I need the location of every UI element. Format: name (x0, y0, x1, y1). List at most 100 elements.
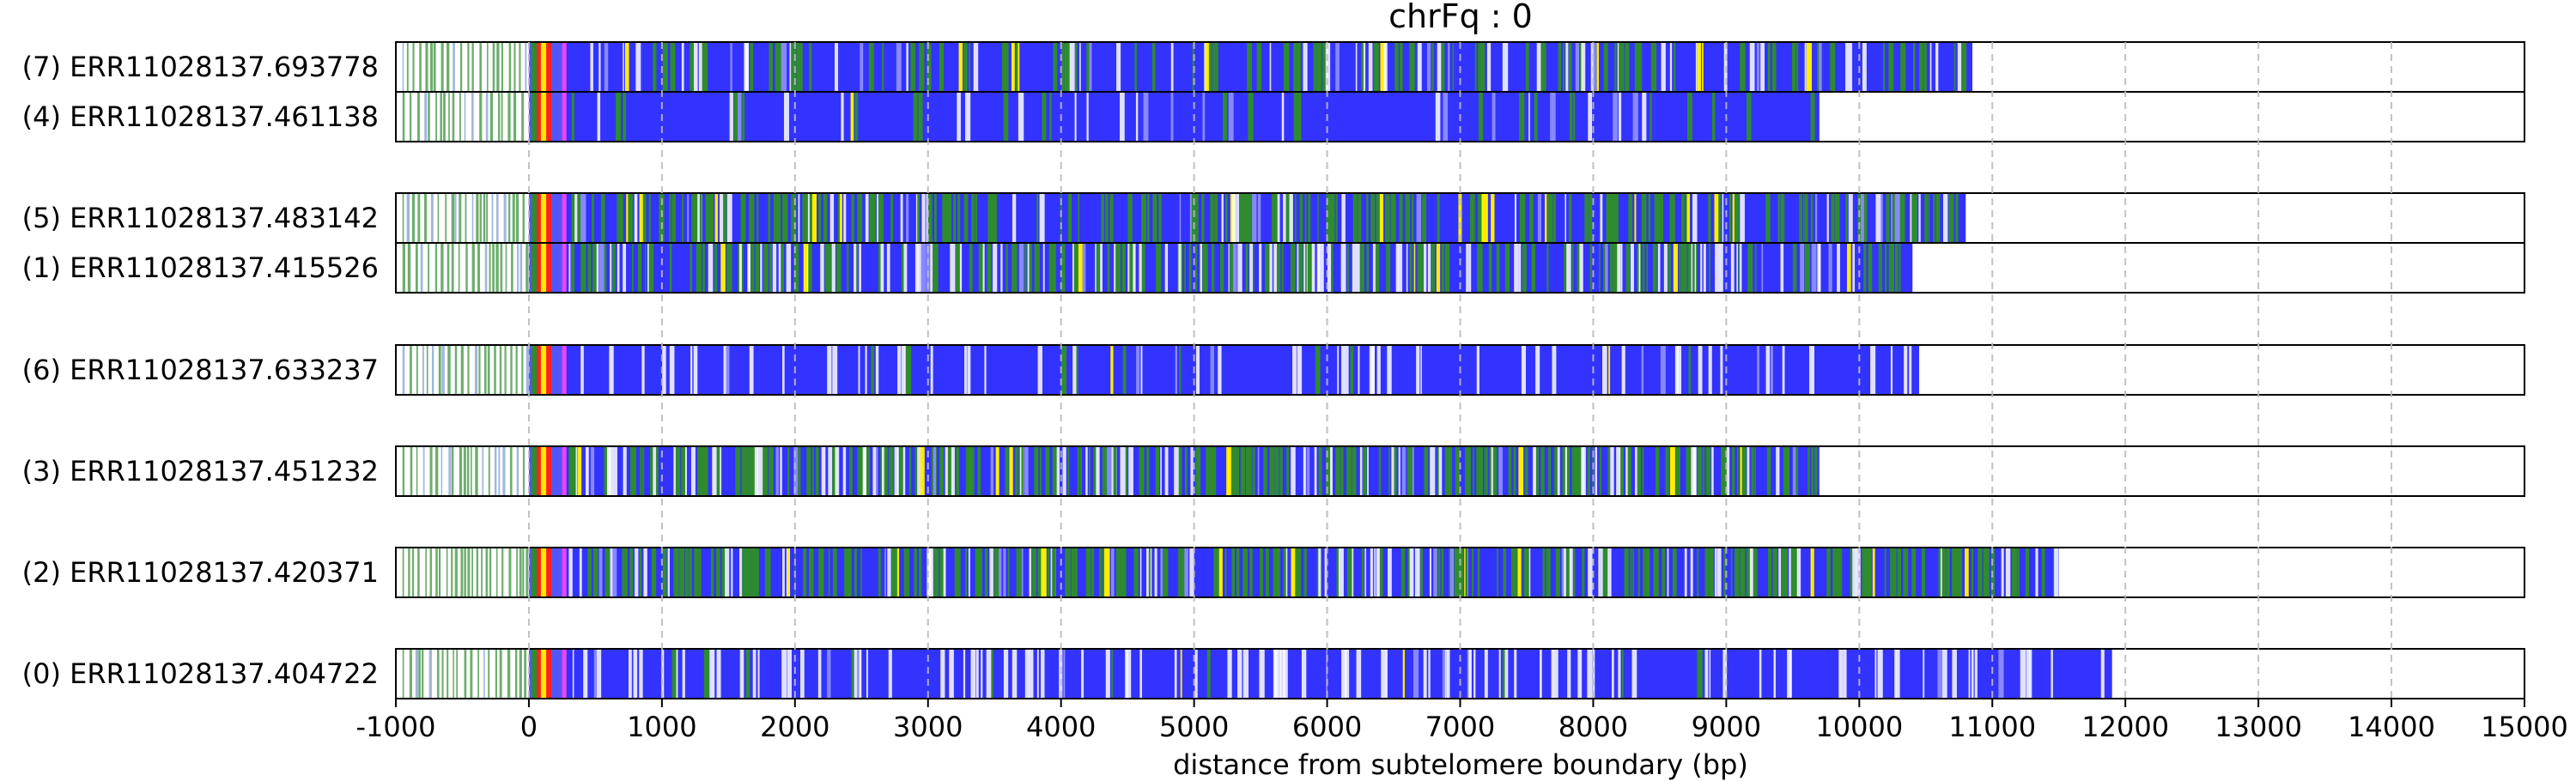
subtelomere-variant-line (517, 243, 519, 293)
read-label: (7) ERR11028137.693778 (22, 51, 379, 83)
repeat-variant-stripe (1759, 649, 1762, 699)
repeat-variant-stripe (1563, 42, 1565, 92)
repeat-variant-stripe (1535, 345, 1540, 395)
repeat-variant-stripe (1650, 42, 1657, 92)
repeat-variant-stripe (1363, 446, 1367, 496)
repeat-variant-stripe (1613, 193, 1619, 243)
repeat-variant-stripe (1441, 548, 1444, 597)
repeat-variant-stripe (574, 193, 578, 243)
subtelomere-variant-line (447, 649, 449, 699)
repeat-variant-stripe (1257, 446, 1260, 496)
repeat-variant-stripe (1547, 446, 1551, 496)
repeat-variant-stripe (901, 243, 905, 293)
repeat-variant-stripe (612, 243, 616, 293)
repeat-variant-stripe (1218, 345, 1222, 395)
repeat-variant-stripe (1444, 243, 1450, 293)
repeat-variant-stripe (1014, 243, 1017, 293)
repeat-variant-stripe (1611, 193, 1617, 243)
repeat-variant-stripe (2029, 649, 2032, 699)
repeat-variant-stripe (851, 193, 854, 243)
repeat-variant-stripe (1528, 92, 1530, 142)
repeat-variant-stripe (1726, 446, 1730, 496)
subtelomere-variant-line (410, 446, 413, 496)
repeat-variant-stripe (1034, 243, 1040, 293)
repeat-variant-stripe (865, 193, 869, 243)
repeat-variant-stripe (1875, 193, 1881, 243)
repeat-variant-stripe (1053, 42, 1058, 92)
repeat-variant-stripe (1274, 649, 1278, 699)
repeat-variant-stripe (1521, 345, 1527, 395)
repeat-variant-stripe (772, 243, 777, 293)
repeat-variant-stripe (1596, 42, 1600, 92)
repeat-variant-stripe (866, 649, 868, 699)
repeat-variant-stripe (894, 446, 899, 496)
repeat-variant-stripe (898, 446, 903, 496)
repeat-variant-stripe (1306, 446, 1310, 496)
repeat-variant-stripe (951, 446, 955, 496)
repeat-variant-stripe (1356, 649, 1362, 699)
repeat-variant-stripe (754, 446, 759, 496)
subtelomere-variant-line (475, 446, 478, 496)
repeat-variant-stripe (835, 243, 841, 293)
repeat-variant-stripe (803, 548, 807, 597)
repeat-variant-stripe (1787, 649, 1792, 699)
repeat-variant-stripe (1401, 446, 1406, 496)
x-tick-label: 11000 (1948, 711, 2036, 743)
read-label: (3) ERR11028137.451232 (22, 455, 379, 487)
repeat-variant-stripe (1830, 42, 1836, 92)
x-tick-label: 3000 (893, 711, 963, 743)
repeat-variant-stripe (1831, 193, 1834, 243)
repeat-variant-stripe (1503, 548, 1506, 597)
repeat-variant-stripe (1247, 193, 1253, 243)
repeat-variant-stripe (1697, 446, 1700, 496)
repeat-variant-stripe (1558, 42, 1561, 92)
repeat-variant-stripe (1473, 446, 1474, 496)
repeat-variant-stripe (913, 92, 918, 142)
repeat-variant-stripe (970, 649, 976, 699)
repeat-variant-stripe (1868, 243, 1873, 293)
repeat-variant-stripe (1634, 42, 1638, 92)
repeat-variant-stripe (1388, 446, 1390, 496)
repeat-variant-stripe (784, 92, 789, 142)
repeat-variant-stripe (1340, 446, 1344, 496)
repeat-variant-stripe (1133, 243, 1136, 293)
repeat-variant-stripe (1375, 243, 1380, 293)
repeat-variant-stripe (1567, 446, 1571, 496)
repeat-variant-stripe (1432, 243, 1436, 293)
subtelomere-variant-line (502, 446, 506, 496)
repeat-variant-stripe (1617, 243, 1621, 293)
repeat-variant-stripe (1416, 193, 1422, 243)
repeat-variant-stripe (1679, 243, 1681, 293)
repeat-variant-stripe (1796, 548, 1801, 597)
repeat-variant-stripe (1926, 193, 1928, 243)
repeat-variant-stripe (1327, 446, 1333, 496)
repeat-variant-stripe (1607, 446, 1611, 496)
repeat-variant-stripe (1200, 243, 1203, 293)
subtelomere-variant-line (524, 649, 527, 699)
repeat-variant-stripe (1242, 649, 1249, 699)
subtelomere-variant-line (505, 243, 507, 293)
subtelomere-variant-line (402, 92, 405, 142)
repeat-variant-stripe (605, 548, 611, 597)
repeat-variant-stripe (1346, 345, 1349, 395)
repeat-variant-stripe (610, 243, 612, 293)
repeat-variant-stripe (1426, 42, 1431, 92)
telomere-repeat-block (566, 548, 2059, 597)
repeat-variant-stripe (1146, 446, 1150, 496)
repeat-variant-stripe (730, 42, 732, 92)
repeat-variant-stripe (1695, 42, 1698, 92)
repeat-variant-stripe (1669, 193, 1674, 243)
repeat-variant-stripe (750, 243, 755, 293)
x-tick-label: 10000 (1815, 711, 1903, 743)
subtelomere-variant-line (412, 42, 415, 92)
repeat-variant-stripe (1230, 446, 1236, 496)
repeat-variant-stripe (856, 243, 858, 293)
repeat-variant-stripe (1327, 42, 1331, 92)
repeat-variant-stripe (1276, 649, 1282, 699)
repeat-variant-stripe (1370, 193, 1376, 243)
repeat-variant-stripe (1935, 42, 1939, 92)
repeat-variant-stripe (865, 345, 867, 395)
repeat-variant-stripe (1031, 548, 1036, 597)
read-track: (0) ERR11028137.404722 (22, 648, 2525, 699)
subtelomere-variant-line (514, 649, 518, 699)
